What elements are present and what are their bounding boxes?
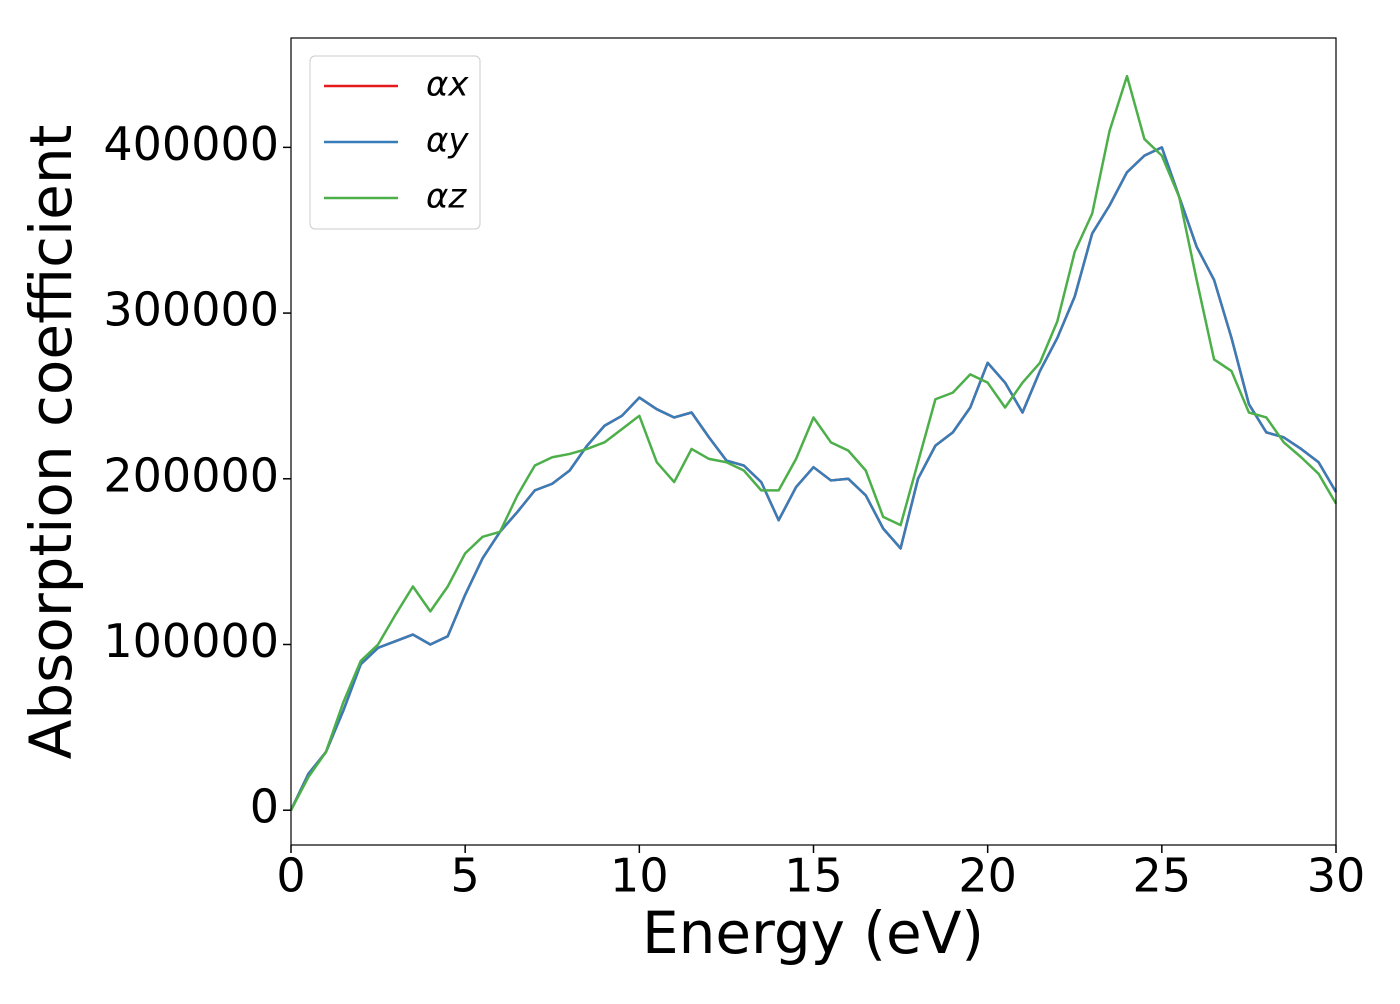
y-tick-label: 300000 [103, 283, 279, 337]
y-tick-label: 200000 [103, 448, 279, 502]
x-tick-label: 5 [451, 849, 480, 903]
x-tick-label: 15 [784, 849, 843, 903]
x-tick-label: 0 [276, 849, 305, 903]
y-tick-label: 100000 [103, 614, 279, 668]
legend-label: αx [426, 65, 469, 105]
x-tick-label: 20 [958, 849, 1017, 903]
x-tick-label: 30 [1307, 849, 1366, 903]
y-tick-label: 400000 [103, 117, 279, 171]
series-line [289, 74, 1338, 811]
y-axis-label: Absorption coefficient [17, 125, 85, 760]
series-line [289, 146, 1338, 811]
y-tick-label: 0 [250, 780, 279, 834]
x-tick-label: 10 [610, 849, 669, 903]
legend-label: αz [426, 177, 467, 217]
series-line [289, 146, 1338, 811]
legend-label: αy [426, 121, 469, 161]
x-axis-label: Energy (eV) [642, 899, 984, 967]
plot-frame [290, 37, 1337, 846]
x-tick-label: 25 [1133, 849, 1192, 903]
